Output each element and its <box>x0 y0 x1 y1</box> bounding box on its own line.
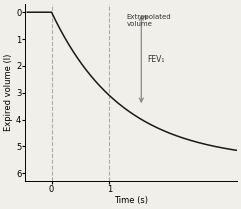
Text: FEV₁: FEV₁ <box>147 55 164 64</box>
X-axis label: Time (s): Time (s) <box>114 196 148 205</box>
Y-axis label: Expired volume (l): Expired volume (l) <box>4 54 13 131</box>
Text: Extrapolated
volume: Extrapolated volume <box>127 14 171 27</box>
